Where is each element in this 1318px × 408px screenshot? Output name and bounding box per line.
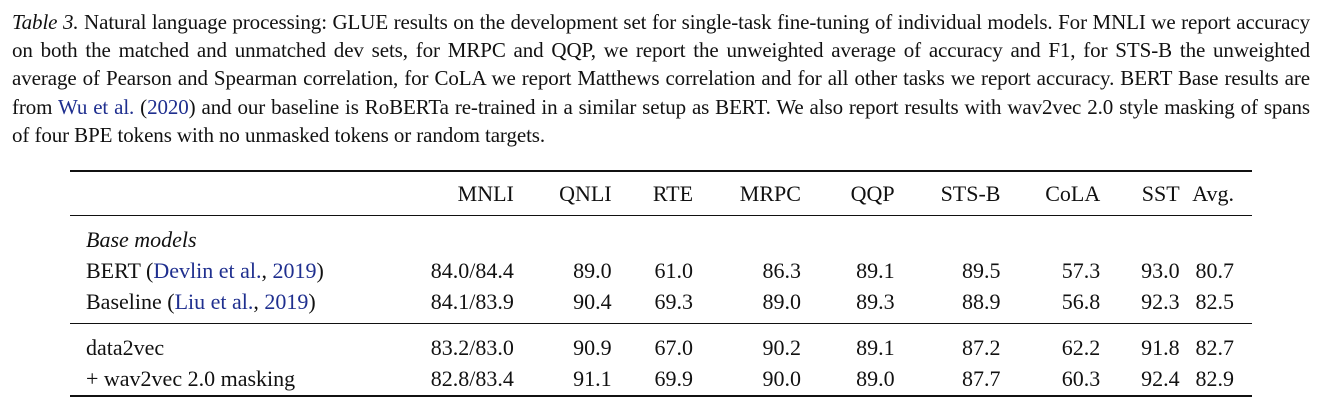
cite-paren-open: ( <box>161 289 175 314</box>
cell-qqp: 89.0 <box>800 363 895 397</box>
cell-mnli: 82.8/83.4 <box>393 363 514 397</box>
cell-avg: 82.9 <box>1179 363 1252 397</box>
citation-link-liu-author[interactable]: Liu et al. <box>174 289 254 314</box>
cell-mnli: 83.2/83.0 <box>393 323 514 363</box>
group-label: Base models <box>86 227 197 252</box>
cell-qqp: 89.1 <box>800 323 895 363</box>
header-sst: SST <box>1100 170 1180 216</box>
row-model-name: data2vec <box>70 323 394 363</box>
cell-qnli: 91.1 <box>513 363 612 397</box>
cell-mnli: 84.1/83.9 <box>430 289 514 314</box>
cell-qnli: 90.9 <box>513 323 612 363</box>
cell-rte: 61.0 <box>654 258 694 283</box>
table-caption: Table 3. Natural language processing: GL… <box>12 8 1310 149</box>
cell-rte: 67.0 <box>611 323 694 363</box>
cite-separator: , <box>253 289 265 314</box>
row-model-name: + wav2vec 2.0 masking <box>70 363 394 397</box>
cell-stsb: 87.7 <box>894 363 1001 397</box>
model-label: Baseline <box>86 289 162 314</box>
cell-mrpc: 90.2 <box>693 323 801 363</box>
header-qnli: QNLI <box>513 170 612 216</box>
cell-qqp: 89.3 <box>856 289 895 314</box>
cell-cola: 62.2 <box>1000 323 1101 363</box>
header-stsb: STS-B <box>894 170 1001 216</box>
citation-paren-close: ) <box>188 94 196 119</box>
cell-mnli: 84.0/84.4 <box>430 258 514 283</box>
table-row: Baseline (Liu et al., 2019) 84.1/83.9 90… <box>70 286 1252 324</box>
table-row: BERT (Devlin et al., 2019) 84.0/84.4 89.… <box>70 255 1252 286</box>
cell-sst: 92.3 <box>1141 289 1180 314</box>
citation-link-wu-author[interactable]: Wu et al. <box>57 94 135 119</box>
glue-results-table: MNLI QNLI RTE MRPC QQP STS-B CoLA SST Av… <box>70 170 1252 397</box>
cell-cola: 57.3 <box>1061 258 1101 283</box>
cell-avg: 82.7 <box>1179 323 1252 363</box>
table-row: + wav2vec 2.0 masking 82.8/83.4 91.1 69.… <box>70 363 1252 397</box>
model-label: BERT <box>86 258 141 283</box>
cell-mrpc: 89.0 <box>762 289 801 314</box>
header-corner <box>70 170 394 216</box>
row-model-name: BERT (Devlin et al., 2019) <box>70 255 394 286</box>
cell-stsb: 87.2 <box>894 323 1001 363</box>
cell-cola: 56.8 <box>1061 289 1101 314</box>
cell-sst: 93.0 <box>1141 258 1180 283</box>
header-rte: RTE <box>611 170 694 216</box>
cell-stsb: 89.5 <box>961 258 1001 283</box>
citation-link-wu-year[interactable]: 2020 <box>147 94 189 119</box>
header-cola: CoLA <box>1000 170 1101 216</box>
cell-mrpc: 86.3 <box>762 258 801 283</box>
row-model-name: Baseline (Liu et al., 2019) <box>70 286 394 324</box>
header-row: MNLI QNLI RTE MRPC QQP STS-B CoLA SST Av… <box>70 170 1252 216</box>
base-models-group: Base models BERT (Devlin et al., 2019) 8… <box>70 216 1252 324</box>
caption-text-2: and our baseline is RoBERTa re-trained i… <box>12 94 1311 147</box>
cell-stsb: 88.9 <box>961 289 1001 314</box>
cell-avg: 80.7 <box>1195 258 1235 283</box>
cite-paren-close: ) <box>316 258 324 283</box>
cell-qnli: 90.4 <box>573 289 612 314</box>
cell-qnli: 89.0 <box>573 258 612 283</box>
caption-label: Table 3. <box>12 10 79 34</box>
cite-paren-open: ( <box>140 258 154 283</box>
group-label-row: Base models <box>70 216 1252 256</box>
cell-cola: 60.3 <box>1000 363 1101 397</box>
citation-link-devlin-author[interactable]: Devlin et al. <box>153 258 262 283</box>
citation-link-devlin-year[interactable]: 2019 <box>272 258 317 283</box>
table-row: data2vec 83.2/83.0 90.9 67.0 90.2 89.1 8… <box>70 323 1252 363</box>
cell-rte: 69.3 <box>654 289 694 314</box>
citation-paren-open: ( <box>134 94 148 119</box>
cite-paren-close: ) <box>308 289 316 314</box>
cell-qqp: 89.1 <box>856 258 895 283</box>
cell-sst: 91.8 <box>1100 323 1180 363</box>
caption-text-1: Natural language processing: GLUE result… <box>12 10 1311 119</box>
results-table-container: MNLI QNLI RTE MRPC QQP STS-B CoLA SST Av… <box>70 170 1252 397</box>
cell-avg: 82.5 <box>1195 289 1235 314</box>
header-mnli: MNLI <box>393 170 514 216</box>
cell-rte: 69.9 <box>611 363 694 397</box>
cell-sst: 92.4 <box>1100 363 1180 397</box>
citation-link-liu-year[interactable]: 2019 <box>264 289 309 314</box>
header-avg: Avg. <box>1179 170 1252 216</box>
cell-mrpc: 90.0 <box>693 363 801 397</box>
table-header: MNLI QNLI RTE MRPC QQP STS-B CoLA SST Av… <box>70 170 1252 216</box>
header-mrpc: MRPC <box>693 170 801 216</box>
cite-separator: , <box>261 258 273 283</box>
data2vec-group: data2vec 83.2/83.0 90.9 67.0 90.2 89.1 8… <box>70 323 1252 397</box>
header-qqp: QQP <box>800 170 895 216</box>
